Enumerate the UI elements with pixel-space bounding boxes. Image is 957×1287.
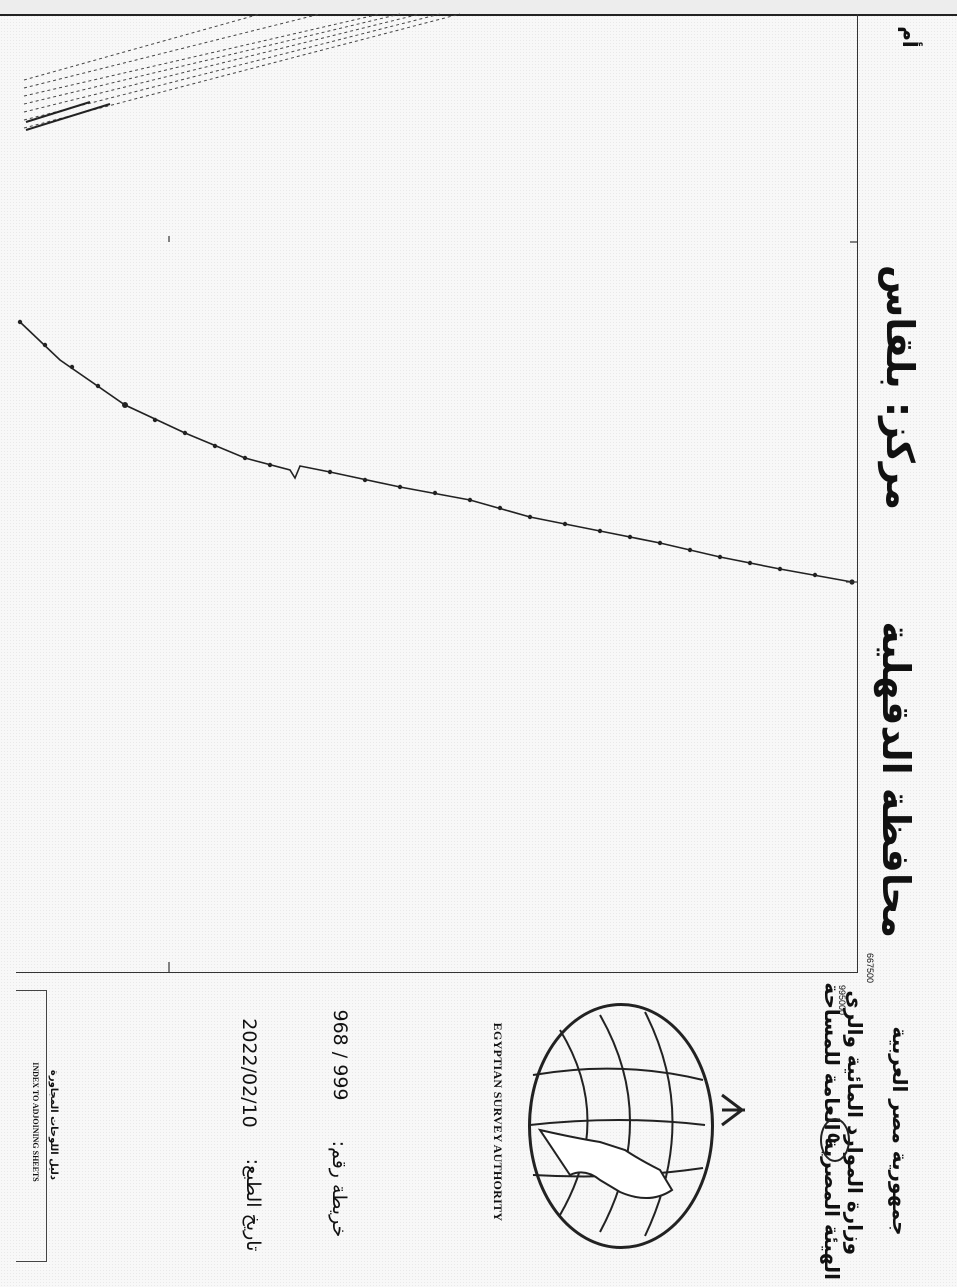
index-en-label: INDEX TO ADJOINING SHEETS [31,1062,40,1182]
district-label: مركز: بلقاس [878,264,922,510]
map-number-value: 968 / 999 [329,1009,351,1101]
index-sheets-box [16,990,47,1262]
map-frame [16,14,858,973]
print-date-label: تاريخ الطبع: [242,1158,264,1252]
easting-label: 667500 [865,952,875,984]
boundary-vertices [17,319,855,585]
governorate-label: محافظة الدقهلية [874,621,918,938]
print-date-value: 2022/02/10 [238,1018,260,1128]
frame-ticks [168,236,857,972]
republic-title: جمهورية مصر العربية [888,1026,912,1236]
index-ar-label: دليل اللوحات المجاورة [48,1069,59,1181]
top-border [0,0,957,16]
sheet-number: ٥ [823,1132,844,1144]
corner-mark: أم [898,26,922,48]
boundary-line [19,321,853,583]
sheet-number-circle [820,1118,850,1162]
authority-en-title: EGYPTIAN SURVEY AUTHORITY [491,1022,505,1222]
canal-hatch [23,13,461,129]
survey-seal [528,1003,714,1249]
canal-edge [25,101,111,131]
map-number-label: خريطة رقم: [328,1140,350,1238]
